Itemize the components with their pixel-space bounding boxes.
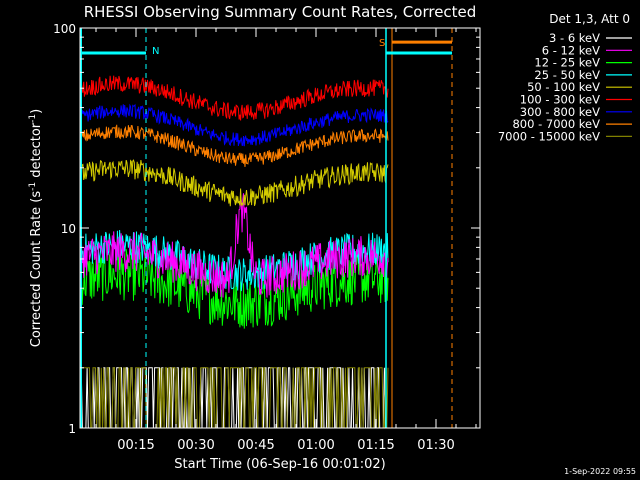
y-axis-label-sup1: -1 [28, 182, 38, 191]
y-ticks: 1 10 100 [53, 22, 480, 436]
y-axis-label: Corrected Count Rate (s-1 detector-1) [28, 109, 44, 347]
legend-entry-label: 100 - 300 keV [520, 93, 600, 107]
series-line [79, 193, 389, 298]
y-tick-label: 10 [61, 222, 76, 236]
legend-entry-label: 50 - 100 keV [527, 80, 600, 94]
series-line [79, 75, 389, 121]
y-axis-label-part3: ) [29, 109, 44, 114]
y-axis-label-sup2: -1 [28, 114, 38, 123]
series-line [79, 124, 389, 167]
legend-entry-label: 12 - 25 keV [534, 56, 600, 70]
marker-label-n: N [152, 46, 159, 57]
x-tick-label: 01:00 [297, 438, 334, 453]
marker-label-s: S [379, 38, 385, 49]
legend-entry-label: 800 - 7000 keV [512, 117, 600, 131]
legend-entry-label: 25 - 50 keV [534, 68, 600, 82]
x-tick-label: 01:30 [417, 438, 454, 453]
legend-entry-label: 7000 - 15000 keV [498, 129, 600, 143]
y-tick-label: 1 [68, 422, 76, 436]
series-line [80, 367, 389, 429]
y-axis-label-part1: Corrected Count Rate (s [29, 191, 44, 348]
x-axis-label: Start Time (06-Sep-16 00:01:02) [174, 457, 385, 472]
series-layer [79, 75, 389, 429]
legend-entry-label: 6 - 12 keV [542, 43, 600, 57]
legend-entry-label: 300 - 800 keV [520, 105, 600, 119]
legend-title: Det 1,3, Att 0 [549, 12, 630, 26]
x-tick-label: 00:45 [237, 438, 274, 453]
legend-entry-label: 3 - 6 keV [549, 31, 600, 45]
x-ticks: 00:15 00:30 00:45 01:00 01:15 01:30 [95, 28, 477, 453]
timestamp: 1-Sep-2022 09:55 [564, 467, 636, 476]
series-line [79, 159, 389, 207]
series-line [79, 229, 389, 292]
marker-layer: NS [80, 28, 453, 428]
x-tick-label: 00:30 [177, 438, 214, 453]
series-line [79, 103, 389, 147]
x-tick-label: 00:15 [117, 438, 154, 453]
y-axis-label-part2: detector [29, 122, 44, 182]
chart-title: RHESSI Observing Summary Count Rates, Co… [84, 3, 477, 21]
x-tick-label: 01:15 [357, 438, 394, 453]
y-tick-label: 100 [53, 22, 76, 36]
